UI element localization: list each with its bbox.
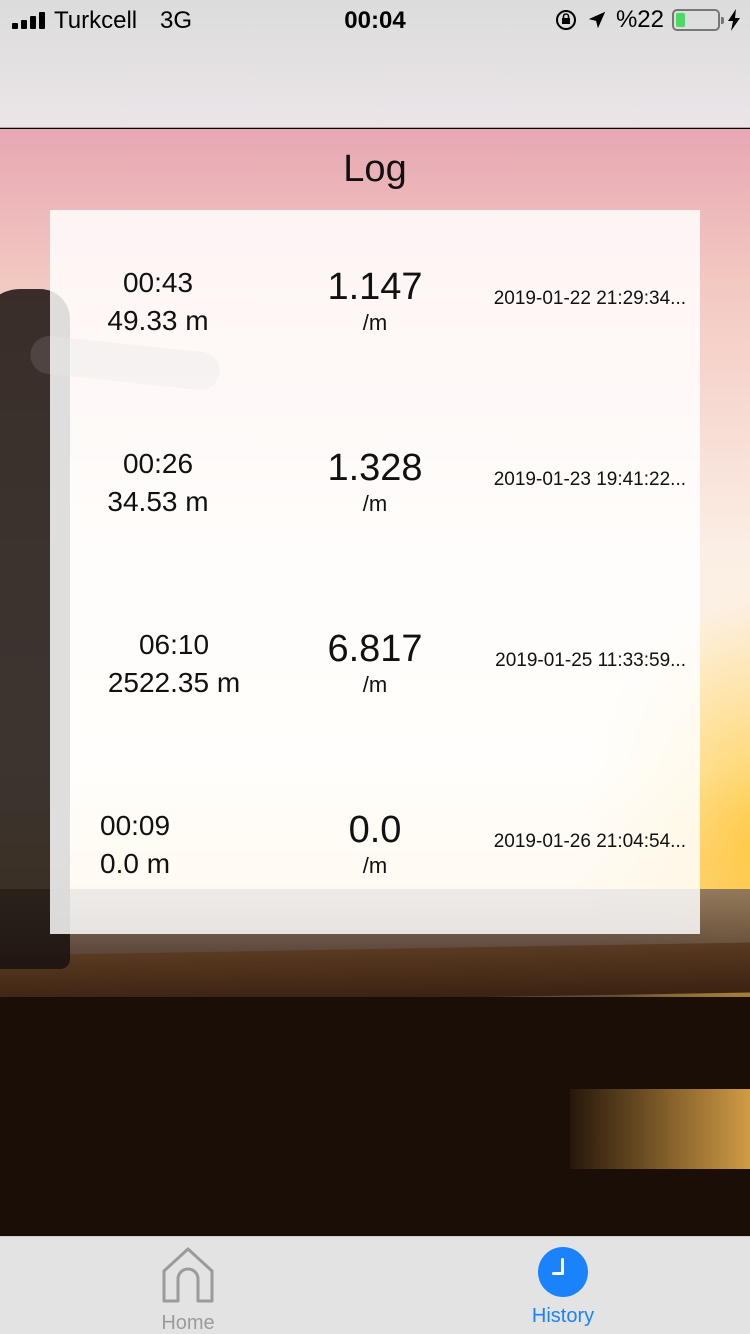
log-duration: 00:26: [122, 448, 194, 479]
location-arrow-icon: [588, 11, 606, 29]
log-duration: 00:43: [122, 267, 194, 298]
log-rate: 6.817 /m: [300, 627, 450, 699]
log-duration-distance: 00:43 49.33 m: [100, 264, 216, 340]
log-distance: 49.33 m: [107, 305, 209, 336]
network-type: 3G: [160, 7, 193, 34]
tab-history-label: History: [531, 1305, 595, 1327]
log-rate-unit: /m: [362, 672, 388, 697]
log-row[interactable]: 06:10 2522.35 m 6.817 /m 2019-01-25 11:3…: [50, 572, 700, 753]
top-bar: Turkcell 3G 00:04 %22: [0, 0, 750, 128]
log-duration-distance: 00:09 0.0 m: [100, 807, 290, 883]
tab-home-label: Home: [161, 1312, 215, 1334]
log-duration: 00:09: [100, 810, 171, 841]
log-rate-value: 1.328: [327, 447, 423, 489]
clock-icon: [538, 1247, 588, 1297]
battery-percent: %22: [615, 6, 664, 33]
log-distance: 0.0 m: [100, 848, 171, 879]
log-rate-unit: /m: [362, 310, 388, 335]
home-icon: [162, 1247, 214, 1303]
log-rate-unit: /m: [362, 853, 388, 878]
log-rate-value: 0.0: [348, 809, 402, 851]
log-rate: 1.328 /m: [300, 446, 450, 518]
log-datetime: 2019-01-22 21:29:34...: [493, 288, 686, 309]
log-duration: 06:10: [138, 629, 210, 660]
log-list[interactable]: 00:43 49.33 m 1.147 /m 2019-01-22 21:29:…: [50, 210, 700, 934]
log-rate: 1.147 /m: [300, 265, 450, 337]
tab-history[interactable]: History: [483, 1245, 643, 1328]
log-rate-value: 1.147: [327, 266, 423, 308]
log-datetime: 2019-01-26 21:04:54...: [493, 831, 686, 852]
log-datetime: 2019-01-23 19:41:22...: [493, 469, 686, 490]
log-rate-unit: /m: [362, 491, 388, 516]
tab-bar: Home History: [0, 1236, 750, 1334]
signal-strength-icon: [12, 12, 45, 29]
carrier-name: Turkcell: [54, 7, 138, 34]
log-datetime: 2019-01-25 11:33:59...: [495, 650, 686, 671]
tab-home[interactable]: Home: [108, 1245, 268, 1334]
charging-bolt-icon: [728, 9, 740, 31]
log-distance: 34.53 m: [107, 486, 209, 517]
battery-icon: [672, 9, 724, 31]
log-row[interactable]: 00:09 0.0 m 0.0 /m 2019-01-26 21:04:54..…: [50, 753, 700, 934]
log-duration-distance: 00:26 34.53 m: [100, 445, 216, 521]
rotation-lock-icon: [555, 10, 576, 30]
log-duration-distance: 06:10 2522.35 m: [100, 626, 248, 702]
page-title: Log: [343, 148, 407, 190]
status-right-group: %22: [554, 6, 740, 34]
sunlit-water: [570, 1089, 750, 1169]
log-row[interactable]: 00:43 49.33 m 1.147 /m 2019-01-22 21:29:…: [50, 210, 700, 391]
status-time: 00:04: [344, 7, 406, 34]
status-bar: Turkcell 3G 00:04 %22: [0, 0, 750, 40]
log-row[interactable]: 00:26 34.53 m 1.328 /m 2019-01-23 19:41:…: [50, 391, 700, 572]
log-distance: 2522.35 m: [107, 667, 241, 698]
log-rate-value: 6.817: [327, 628, 423, 670]
log-rate: 0.0 /m: [300, 808, 450, 880]
